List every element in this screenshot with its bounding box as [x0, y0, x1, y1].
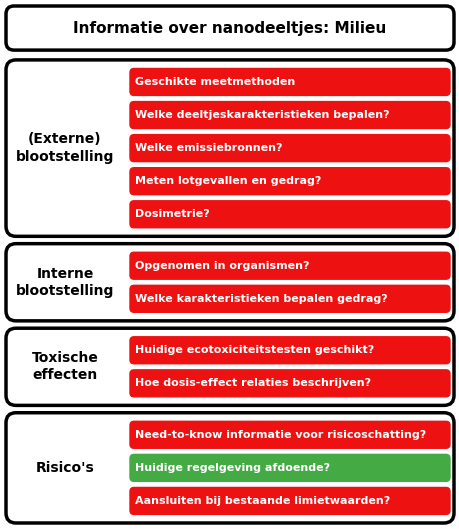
Text: Geschikte meetmethoden: Geschikte meetmethoden	[134, 77, 295, 87]
FancyBboxPatch shape	[130, 135, 449, 161]
Text: Meten lotgevallen en gedrag?: Meten lotgevallen en gedrag?	[134, 176, 321, 186]
FancyBboxPatch shape	[130, 370, 449, 397]
FancyBboxPatch shape	[6, 413, 453, 523]
Text: (Externe)
blootstelling: (Externe) blootstelling	[16, 132, 114, 164]
FancyBboxPatch shape	[130, 102, 449, 129]
FancyBboxPatch shape	[130, 454, 449, 481]
FancyBboxPatch shape	[130, 285, 449, 312]
Text: Welke karakteristieken bepalen gedrag?: Welke karakteristieken bepalen gedrag?	[134, 294, 387, 304]
FancyBboxPatch shape	[130, 252, 449, 279]
FancyBboxPatch shape	[130, 337, 449, 364]
FancyBboxPatch shape	[130, 68, 449, 95]
Text: Huidige ecotoxiciteitstesten geschikt?: Huidige ecotoxiciteitstesten geschikt?	[134, 345, 374, 355]
Text: Toxische
effecten: Toxische effecten	[32, 351, 98, 382]
FancyBboxPatch shape	[130, 487, 449, 514]
FancyBboxPatch shape	[130, 168, 449, 195]
Text: Opgenomen in organismen?: Opgenomen in organismen?	[134, 261, 309, 271]
FancyBboxPatch shape	[6, 6, 453, 50]
Text: Dosimetrie?: Dosimetrie?	[134, 209, 209, 219]
FancyBboxPatch shape	[6, 328, 453, 405]
Text: Aansluiten bij bestaande limietwaarden?: Aansluiten bij bestaande limietwaarden?	[134, 496, 389, 506]
FancyBboxPatch shape	[6, 60, 453, 236]
Text: Welke emissiebronnen?: Welke emissiebronnen?	[134, 143, 282, 153]
Text: Huidige regelgeving afdoende?: Huidige regelgeving afdoende?	[134, 463, 330, 473]
Text: Interne
blootstelling: Interne blootstelling	[16, 267, 114, 298]
Text: Risico's: Risico's	[35, 461, 94, 475]
FancyBboxPatch shape	[6, 244, 453, 321]
Text: Hoe dosis-effect relaties beschrijven?: Hoe dosis-effect relaties beschrijven?	[134, 378, 370, 388]
Text: Welke deeltjeskarakteristieken bepalen?: Welke deeltjeskarakteristieken bepalen?	[134, 110, 389, 120]
FancyBboxPatch shape	[130, 201, 449, 228]
Text: Informatie over nanodeeltjes: Milieu: Informatie over nanodeeltjes: Milieu	[73, 21, 386, 35]
FancyBboxPatch shape	[130, 421, 449, 448]
Text: Need-to-know informatie voor risicoschatting?: Need-to-know informatie voor risicoschat…	[134, 430, 425, 440]
